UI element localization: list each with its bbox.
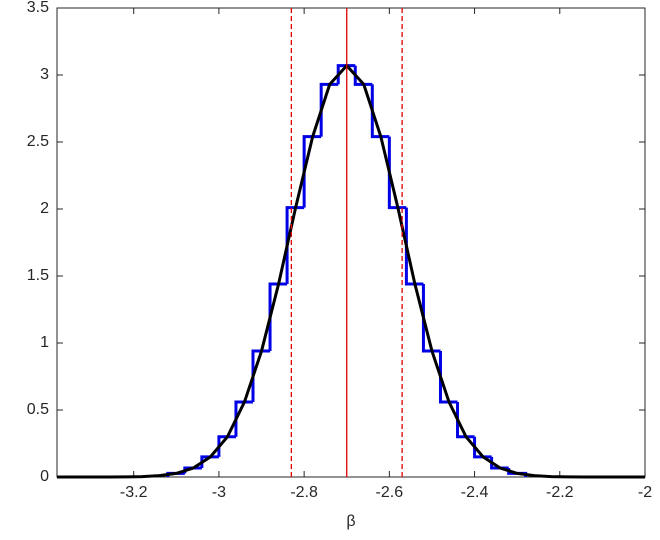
x-tick-label: -2.4 [461,484,489,501]
histogram-step [438,351,458,404]
histogram-step [285,206,305,285]
y-tick-label: 1 [40,334,49,351]
histogram-step [421,284,441,353]
y-tick-label: 2.5 [27,133,49,150]
x-tick-label: -2.6 [376,484,404,501]
histogram-step [336,64,356,85]
histogram-step [456,401,475,439]
y-tick-label: 3.5 [27,0,49,16]
histogram-step [473,436,492,459]
density-curve [57,63,645,479]
y-tick-label: 0 [40,468,49,485]
histogram-step [234,400,253,437]
y-tick-label: 1.5 [27,267,49,284]
histogram-step [251,349,271,402]
y-tick-label: 3 [40,66,49,83]
histogram-step [302,135,322,208]
histogram-step [200,455,219,469]
histogram-step [319,82,339,137]
x-axis-label: β [346,513,355,530]
histogram-step [268,282,288,352]
plot-area [56,7,646,478]
histogram-step [387,136,407,210]
x-tick-label: -3 [212,484,226,501]
y-tick-label: 2 [40,200,49,217]
x-tick-label: -2.8 [290,484,318,501]
histogram-step [353,65,373,86]
histogram-step [370,84,390,139]
histogram-step [404,207,424,286]
x-tick-label: -2 [638,484,652,501]
x-tick-label: -2.2 [546,484,574,501]
x-tick-label: -3.2 [120,484,148,501]
y-tick-label: 0.5 [27,401,49,418]
histogram-step [217,435,236,457]
